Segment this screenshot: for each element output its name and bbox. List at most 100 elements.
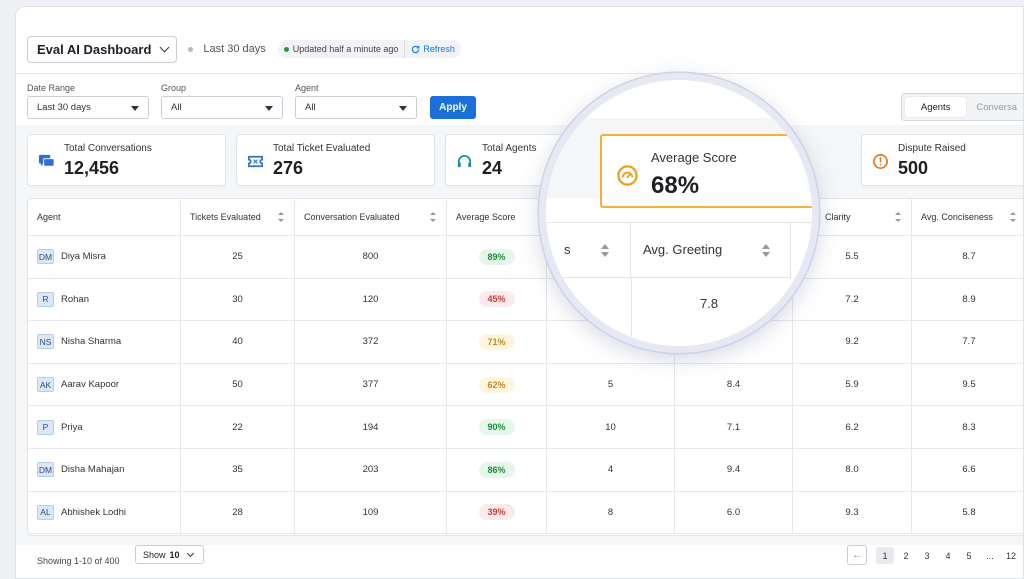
table-cell: 6.0	[675, 491, 793, 534]
table-row[interactable]: R Rohan 30 120 45% 7.8 7.2 8.9	[28, 278, 1023, 322]
table-row[interactable]: P Priya 22 194 90% 10 7.1 6.2 8.3	[28, 406, 1023, 449]
gauge-icon	[617, 165, 638, 186]
clarity-value: 7.2	[845, 293, 859, 305]
column-header-avg-greeting[interactable]: Avg. Greeting	[631, 222, 791, 278]
conversations-value: 377	[362, 379, 379, 391]
sort-icon[interactable]	[1010, 212, 1016, 222]
conciseness-value: 8.7	[962, 251, 976, 263]
column-header-agent[interactable]: Agent	[28, 199, 181, 235]
clarity-value: 5.9	[845, 379, 859, 391]
header-text: Clarity	[825, 212, 851, 222]
agent-name[interactable]: Nisha Sharma	[61, 336, 122, 348]
table-row[interactable]: AK Aarav Kapoor 50 377 62% 5 8.4 5.9 9.5	[28, 363, 1023, 407]
table-cell: 10	[547, 406, 675, 448]
page-button[interactable]: 3	[924, 550, 930, 561]
agent-name[interactable]: Disha Mahajan	[61, 464, 125, 476]
header-text: Agent	[37, 212, 61, 222]
group-select[interactable]: All	[161, 96, 283, 119]
table-row[interactable]: AL Abhishek Lodhi 28 109 39% 8 6.0 9.3 5.8	[28, 491, 1023, 535]
agent-name[interactable]: Aarav Kapoor	[61, 379, 120, 391]
table-cell: 120	[295, 278, 447, 321]
clarity-value: 9.2	[845, 336, 859, 348]
caret-down-icon	[131, 106, 139, 111]
sort-icon[interactable]	[430, 212, 436, 222]
prev-page-button[interactable]: ←	[847, 545, 867, 565]
table-cell: DM Diya Misra	[28, 236, 181, 278]
date-range-select[interactable]: Last 30 days	[27, 96, 149, 119]
view-toggle: Agents Conversa	[901, 93, 1023, 121]
conciseness-value: 8.3	[962, 421, 976, 433]
conciseness-value: 6.6	[962, 464, 976, 476]
page-button[interactable]: 4	[945, 550, 951, 561]
conversations-value: 800	[362, 251, 379, 263]
group-label: Group	[161, 83, 187, 93]
update-status: Updated half a minute ago Refresh	[277, 40, 461, 58]
table-cell: 90%	[447, 406, 547, 448]
page-button[interactable]: 12	[1005, 550, 1016, 561]
agent-select[interactable]: All	[295, 96, 417, 119]
sort-icon[interactable]	[278, 212, 284, 222]
table-row[interactable]: DM Disha Mahajan 35 203 86% 4 9.4 8.0 6.6	[28, 449, 1023, 492]
table-cell: 377	[295, 363, 447, 406]
page-button[interactable]: 2	[903, 550, 909, 561]
magnifier-lens: Average Score 68% s Avg. Greeting 7.8	[539, 73, 819, 353]
table-row[interactable]: NS Nisha Sharma 40 372 71% 9.2 7.7	[28, 321, 1023, 364]
conversations-value: 372	[362, 336, 379, 348]
table-cell: 71%	[447, 321, 547, 363]
refresh-button[interactable]: Refresh	[404, 40, 461, 58]
table-cell: 9.3	[793, 491, 912, 534]
column-header-conciseness[interactable]: Avg. Conciseness	[912, 199, 1023, 235]
tickets-value: 30	[232, 293, 243, 305]
table-cell: 86%	[447, 449, 547, 491]
table-cell: 7.1	[675, 406, 793, 448]
tab-agents[interactable]: Agents	[905, 97, 967, 117]
col5-value: 5	[607, 379, 614, 391]
avatar: AL	[37, 504, 54, 520]
stat-label: Average Score	[651, 150, 737, 165]
agent-name[interactable]: Rohan	[61, 293, 89, 305]
header-text: Conversation Evaluated	[304, 212, 400, 222]
stat-label: Total Agents	[482, 143, 537, 154]
table-cell: NS Nisha Sharma	[28, 321, 181, 363]
stat-card-dispute-raised: Dispute Raised 500	[861, 134, 1023, 186]
greeting-value: 8.4	[726, 379, 741, 391]
table-cell: AK Aarav Kapoor	[28, 363, 181, 406]
headset-icon	[457, 155, 472, 168]
pagination: 1 2 3 4 5... 12	[876, 547, 1020, 564]
column-header-clarity[interactable]: Clarity	[793, 199, 912, 235]
table-cell: 62%	[447, 363, 547, 406]
agent-name[interactable]: Abhishek Lodhi	[61, 506, 126, 518]
table-row[interactable]: DM Diya Misra 25 800 89% 5.5 8.7	[28, 236, 1023, 279]
date-range-value: Last 30 days	[37, 102, 91, 113]
page-size-select[interactable]: Show 10	[135, 545, 204, 564]
column-header-conversations[interactable]: Conversation Evaluated	[295, 199, 447, 235]
score-badge: 86%	[478, 461, 515, 478]
sort-icon[interactable]	[762, 244, 770, 257]
column-header-tickets[interactable]: Tickets Evaluated	[181, 199, 295, 235]
sort-icon[interactable]	[601, 244, 609, 257]
apply-button[interactable]: Apply	[430, 96, 476, 119]
page-button[interactable]: 5	[966, 550, 972, 561]
avatar: R	[37, 291, 54, 307]
score-badge: 90%	[478, 419, 515, 436]
page-button[interactable]: 1	[876, 547, 894, 564]
stat-card-total-tickets: Total Ticket Evaluated 276	[236, 134, 435, 186]
table-cell: 40	[181, 321, 295, 363]
tickets-value: 35	[232, 464, 243, 476]
tab-conversations[interactable]: Conversa	[976, 101, 1017, 113]
column-header-partial[interactable]: s	[546, 222, 631, 278]
agent-name[interactable]: Diya Misra	[61, 251, 106, 263]
table-cell: 8.9	[912, 279, 1023, 321]
dashboard-selector[interactable]: Eval AI Dashboard	[27, 35, 178, 63]
table-header-row: Agent Tickets Evaluated Conversation Eva…	[28, 199, 1023, 236]
sort-icon[interactable]	[895, 212, 901, 222]
avatar: DM	[37, 462, 54, 478]
clarity-value: 8.0	[845, 464, 859, 476]
dashboard-window: Eval AI Dashboard Last 30 days Updated h…	[15, 6, 1024, 579]
agent-name[interactable]: Priya	[61, 421, 83, 433]
period-text: Last 30 days	[203, 43, 266, 55]
column-header-avg-score[interactable]: Average Score	[447, 199, 547, 235]
greeting-value: 7.1	[726, 421, 741, 433]
score-badge: 39%	[478, 504, 515, 521]
agent-value: All	[305, 102, 316, 113]
